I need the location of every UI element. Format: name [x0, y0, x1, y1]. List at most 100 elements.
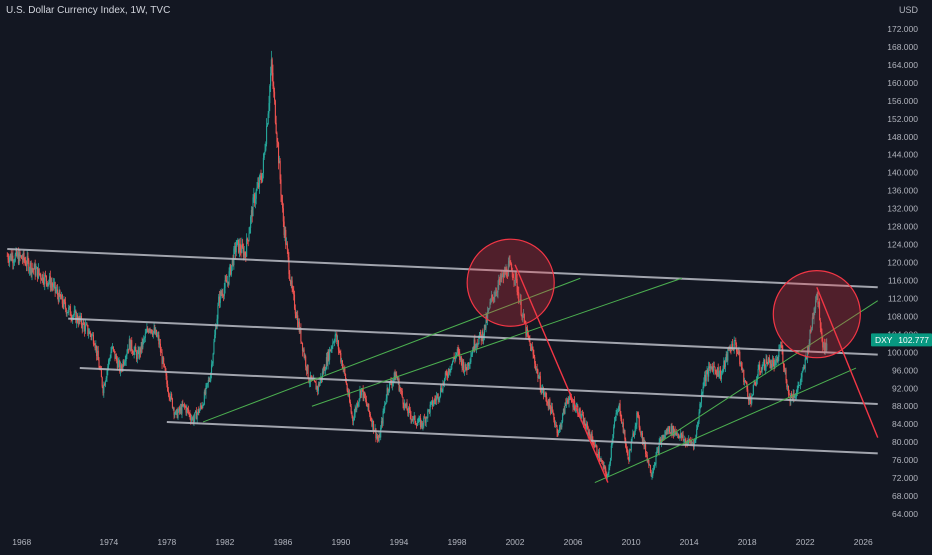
candle-body — [120, 365, 122, 372]
candle-body — [25, 265, 27, 267]
candle-body — [212, 353, 214, 364]
candle-body — [507, 275, 509, 277]
candle-body — [224, 280, 226, 288]
candle-body — [436, 394, 438, 397]
candle-body — [36, 267, 38, 269]
candle-body — [464, 364, 466, 371]
candle-body — [78, 316, 80, 324]
candle-body — [115, 355, 117, 359]
candle-body — [181, 404, 183, 414]
candle-body — [196, 413, 198, 420]
candle-body — [53, 282, 55, 284]
candle-body — [653, 468, 655, 472]
projection-lines — [514, 264, 879, 483]
candle-body — [363, 392, 365, 399]
candle-body — [162, 357, 164, 364]
candle-body — [80, 316, 82, 320]
candle-body — [54, 282, 56, 291]
candle-body — [775, 358, 778, 361]
candle-body — [97, 350, 99, 361]
candle-body — [761, 367, 763, 373]
candle-body — [473, 339, 475, 351]
candle-body — [733, 340, 735, 351]
candle-body — [238, 243, 241, 253]
candle-body — [826, 343, 828, 351]
candle-body — [588, 432, 590, 435]
price-tick-label: 144.000 — [887, 150, 918, 160]
candle-body — [454, 358, 456, 360]
price-tick-label: 128.000 — [887, 222, 918, 232]
candle-body — [268, 103, 270, 114]
candle-body — [353, 419, 355, 422]
candle-body — [57, 294, 59, 302]
gray-channel-line — [79, 367, 878, 405]
candle-body — [64, 299, 66, 303]
candle-body — [104, 381, 106, 386]
candle-body — [512, 276, 514, 278]
candle-body — [206, 383, 209, 384]
candle-body — [707, 370, 709, 377]
candle-body — [626, 449, 628, 452]
candle-body — [488, 307, 490, 310]
candle-body — [593, 444, 595, 446]
candle-body — [663, 435, 665, 438]
candle-body — [275, 122, 277, 134]
candle-body — [51, 283, 53, 286]
price-axis: 172.000 168.000 164.000 160.000 156.000 152.0… — [887, 24, 918, 519]
candle-body — [313, 378, 316, 382]
candle-body — [477, 344, 479, 345]
candle-body — [93, 343, 95, 345]
candle-body — [174, 414, 176, 415]
candle-body — [590, 435, 592, 441]
candle-body — [203, 404, 205, 406]
candle-body — [805, 357, 807, 359]
candle-body — [776, 358, 778, 363]
candle-body — [476, 344, 478, 345]
candle-body — [223, 287, 225, 296]
candle-body — [485, 316, 487, 329]
candle-body — [764, 367, 766, 370]
candle-body — [16, 250, 18, 257]
candle-body — [138, 350, 140, 358]
candle-body — [360, 390, 362, 396]
candle-body — [314, 381, 316, 383]
candle-body — [226, 281, 229, 283]
price-tick-label: 156.000 — [887, 96, 918, 106]
candle-body — [535, 368, 537, 370]
candle-body — [330, 348, 332, 352]
candle-body — [327, 351, 329, 365]
candle-body — [684, 439, 686, 440]
candle-body — [814, 308, 816, 314]
candle-body — [171, 398, 173, 408]
candle-body — [687, 442, 689, 446]
candle-body — [387, 388, 389, 392]
candle-body — [218, 296, 220, 306]
candle-body — [508, 260, 510, 264]
candle-body — [108, 359, 110, 361]
candle-body — [303, 349, 305, 357]
candle-body — [694, 439, 696, 441]
candle-body — [744, 380, 746, 383]
candle-body — [337, 340, 339, 350]
candle-body — [637, 413, 639, 417]
candle-body — [126, 353, 128, 356]
chart-title: U.S. Dollar Currency Index, 1W, TVC — [6, 5, 171, 16]
candle-body — [534, 363, 537, 370]
candle-body — [605, 473, 608, 478]
candle-body — [136, 353, 138, 360]
candle-body — [230, 265, 232, 275]
candle-body — [812, 317, 814, 319]
candle-body — [143, 338, 145, 340]
candle-body — [803, 366, 805, 369]
candle-body — [432, 403, 434, 406]
candle-body — [633, 433, 635, 437]
candle-body — [329, 349, 331, 352]
time-tick-label: 2002 — [506, 537, 525, 547]
candle-body — [630, 441, 632, 451]
candle-body — [735, 340, 737, 346]
candle-body — [517, 291, 519, 293]
candle-body — [695, 435, 697, 440]
candle-body — [415, 422, 417, 425]
